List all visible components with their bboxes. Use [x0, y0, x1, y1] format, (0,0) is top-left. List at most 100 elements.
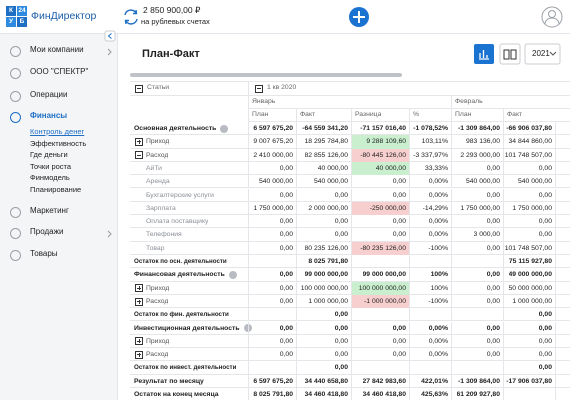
nav-item[interactable]: Маркетинг	[30, 206, 69, 215]
cell-value: 0,00	[486, 271, 500, 279]
toggle-minus[interactable]	[255, 84, 263, 93]
cell-value: 0,00	[334, 311, 348, 319]
cell: 6 597 675,20	[248, 122, 296, 136]
cell-value: -80 445 126,00	[360, 151, 406, 159]
nav-subitem[interactable]: Финмодель	[30, 173, 70, 183]
cell-value: 0,00	[279, 218, 293, 226]
cell-value: 0,00	[279, 244, 293, 252]
cell: 1 000 000,00	[503, 294, 555, 309]
cell	[555, 201, 570, 216]
cell: 0,00	[296, 215, 351, 229]
cell-value: 101 748 507,00	[504, 244, 552, 252]
nav-icon	[10, 91, 21, 102]
table-row	[130, 242, 570, 255]
nav-subitem[interactable]: Где деньги	[30, 150, 68, 160]
cell: -80 445 126,00	[351, 148, 409, 162]
cell-value: 0,00	[486, 324, 500, 332]
cell-value: 425,63%	[421, 391, 448, 398]
nav-subitem[interactable]: Контроль денег	[30, 127, 85, 136]
scrollbar[interactable]	[130, 73, 402, 77]
cell-value: 0,00	[279, 191, 293, 199]
toggle-plus[interactable]	[135, 350, 143, 359]
table-row	[130, 322, 570, 335]
nav-item[interactable]: Товары	[30, 249, 58, 258]
nav-item[interactable]: Мои компании	[30, 45, 84, 54]
nav-item[interactable]: Финансы	[30, 111, 68, 120]
cell: 99 000 000,00	[296, 268, 351, 282]
user-icon[interactable]	[541, 6, 563, 28]
cell-value: 0,00	[392, 178, 406, 186]
toggle-plus[interactable]	[135, 284, 143, 293]
toggle-minus[interactable]	[135, 84, 143, 93]
cell: -1 078,52%	[409, 122, 451, 136]
cell-value: 0,00	[392, 218, 406, 226]
row-label: Приход	[146, 138, 170, 146]
sync-icon[interactable]	[124, 9, 138, 25]
cell: 101 748 507,00	[503, 148, 555, 162]
cell: 0,00	[503, 228, 555, 242]
cell-value: 2 293 000,00	[460, 151, 500, 159]
nav-item[interactable]: Продажи	[30, 227, 64, 236]
cell-value: 0,00	[538, 337, 552, 345]
cell: 18 295 784,80	[296, 135, 351, 149]
cell: 0,00	[248, 215, 296, 229]
help-icon[interactable]	[229, 270, 237, 279]
add-button[interactable]	[349, 7, 369, 27]
cell: 80 235 126,00	[296, 241, 351, 255]
toggle-bar	[138, 352, 140, 357]
row-label: Оплата поставщику	[146, 218, 209, 226]
cell	[555, 361, 570, 375]
cell-value: 27 842 983,60	[362, 377, 406, 385]
col-divider	[503, 108, 504, 122]
cell-value: 0,00	[486, 164, 500, 172]
cell-value: 540 000,00	[313, 178, 348, 186]
toggle-plus[interactable]	[135, 137, 143, 146]
subcolumn: Факт	[300, 111, 316, 118]
nav-item[interactable]: Операции	[30, 90, 68, 99]
cell: 540 000,00	[503, 175, 555, 189]
nav-item[interactable]: ООО "СПЕКТР"	[30, 67, 89, 76]
toggle-minus[interactable]	[135, 151, 143, 160]
row-label: Приход	[146, 337, 170, 345]
nav-subitem[interactable]: Эффективность	[30, 138, 87, 148]
cell-value: 75 115 927,80	[508, 258, 552, 265]
cell	[409, 255, 451, 269]
cell: 34 440 658,80	[296, 374, 351, 388]
cell-value: 100 000 000,00	[300, 284, 348, 292]
logo-cell: Б	[17, 17, 27, 27]
cell: 0,00%	[409, 215, 451, 229]
cell: 100%	[409, 281, 451, 295]
cell-value: 9 288 109,60	[366, 138, 406, 146]
cell	[555, 294, 570, 309]
nav-icon	[10, 250, 21, 261]
toggle-plus[interactable]	[135, 337, 143, 346]
cell-value: 34 844 860,00	[508, 138, 552, 146]
cell: -17 906 037,80	[503, 374, 555, 388]
help-icon[interactable]	[220, 124, 228, 133]
view-buttons[interactable]	[474, 43, 561, 65]
cell: 0,00	[451, 348, 503, 362]
cell: 1 000 000,00	[296, 294, 351, 309]
cell	[351, 361, 409, 375]
nav-subitem[interactable]: Планирование	[30, 185, 82, 194]
nav-subitem[interactable]: Точки роста	[30, 161, 72, 171]
table-row	[130, 175, 570, 189]
logo-cell: У	[6, 17, 16, 27]
cell: 0,00	[451, 241, 503, 255]
toggle-plus[interactable]	[135, 297, 143, 306]
cell: 0,00	[451, 188, 503, 202]
collapse-button[interactable]	[104, 30, 116, 42]
period: 1 кв 2020	[267, 84, 297, 91]
cell	[451, 255, 503, 269]
subcolumn: План	[455, 111, 472, 118]
toggle-bar	[137, 154, 141, 156]
year-select[interactable]: 2021	[532, 49, 550, 58]
cell: 983 136,00	[451, 135, 503, 149]
cell	[555, 135, 570, 149]
cell-value: -3 337,97%	[413, 151, 448, 159]
cell: 0,00%	[409, 334, 451, 349]
cell: 34 460 418,80	[351, 388, 409, 400]
cell-value: 0,00	[279, 231, 293, 239]
cell-value: 6 597 675,20	[253, 125, 293, 132]
cell: 50 000 000,00	[503, 281, 555, 295]
